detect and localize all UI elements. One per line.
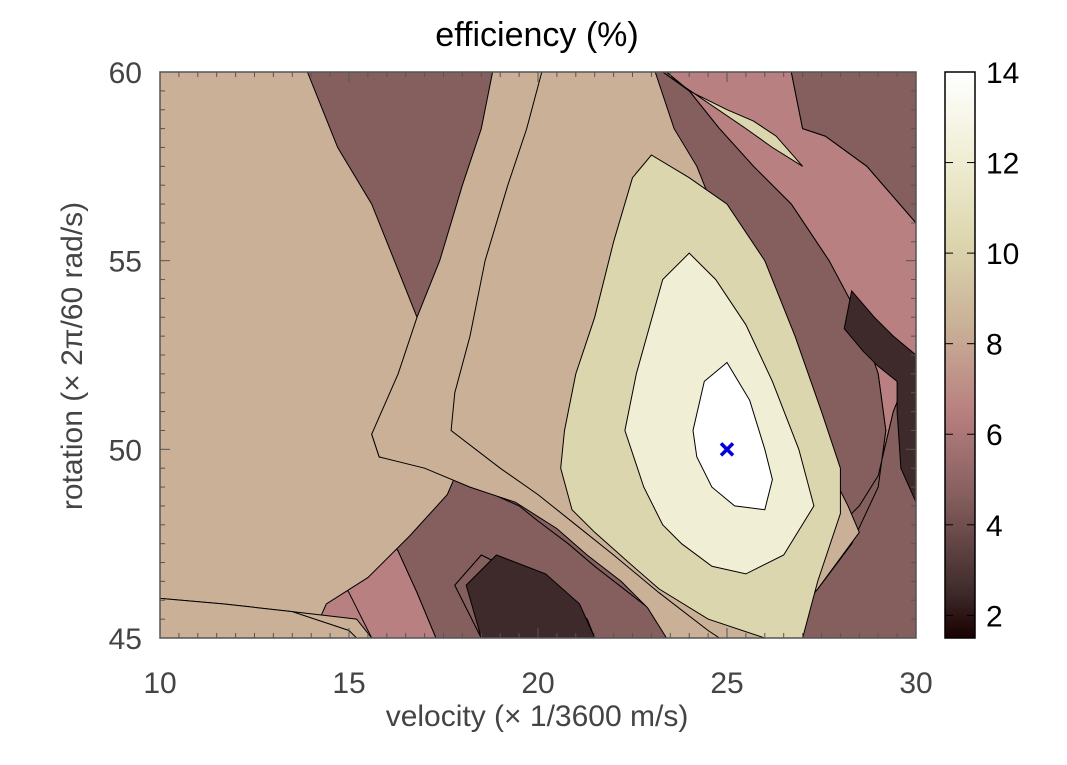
x-axis: 10 15 20 25 30 [143,72,933,700]
marker-stroke-b [719,442,735,457]
colorbar-tick-label: 8 [986,329,1003,362]
y-tick-label: 45 [109,623,142,656]
colorbar-tick-label: 14 [986,57,1019,90]
x-tick-label: 30 [899,667,932,700]
optimum-marker [719,442,735,457]
x-tick-label: 15 [332,667,365,700]
plot-area [159,71,917,639]
y-tick-label: 50 [109,434,142,467]
x-tick-label: 20 [521,667,554,700]
colorbar-tick-label: 2 [986,600,1003,633]
x-tick-label: 25 [710,667,743,700]
y-axis: 45 50 55 60 [109,57,916,656]
y-axis-label: rotation (× 2π/60 rad/s) [56,202,89,510]
contour-band-16 [843,289,916,503]
y-tick-label: 60 [109,57,142,90]
colorbar-tick-label: 12 [986,148,1019,181]
colorbar: 2 4 6 8 10 12 14 [944,57,1019,639]
y-tick-label: 55 [109,246,142,279]
colorbar-tick-label: 4 [986,510,1003,543]
colorbar-tick-label: 10 [986,238,1019,271]
contour-band-15 [465,554,596,638]
x-tick-label: 10 [143,667,176,700]
contour-regions [160,72,916,638]
colorbar-scale [944,71,976,639]
x-axis-label: velocity (× 1/3600 m/s) [386,700,689,733]
contour-band-10 [662,72,803,167]
colorbar-tick-label: 6 [986,419,1003,452]
chart-title: efficiency (%) [435,16,638,54]
contour-band-14 [692,361,773,511]
contour-band-6 [790,72,916,224]
